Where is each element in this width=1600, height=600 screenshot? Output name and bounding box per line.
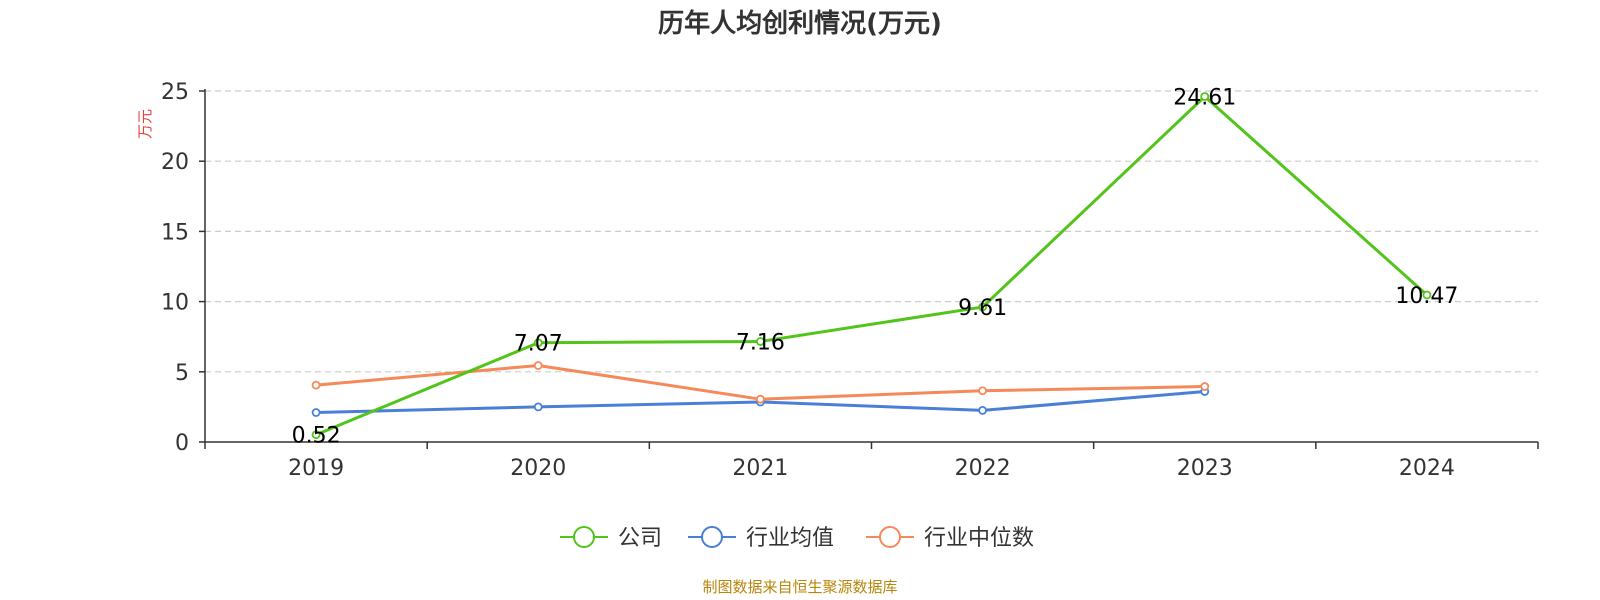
legend: 公司 行业均值 行业中位数 — [560, 526, 1034, 551]
legend-swatch-marker — [879, 526, 901, 548]
y-tick-label: 5 — [175, 361, 189, 386]
data-point — [311, 380, 321, 390]
y-tick-label: 10 — [161, 291, 189, 316]
x-tick-label: 2019 — [288, 456, 344, 481]
grid-lines — [205, 90, 1538, 373]
y-tick-label: 15 — [161, 220, 189, 245]
data-point — [978, 406, 987, 415]
legend-swatch-marker — [573, 526, 595, 548]
x-tick-label: 2024 — [1399, 456, 1455, 481]
series-layer — [311, 92, 1432, 440]
x-tick-label: 2020 — [510, 456, 566, 481]
y-axis-label: 万元 — [136, 109, 154, 139]
y-tick-label: 0 — [175, 431, 189, 456]
data-label: 9.61 — [958, 296, 1007, 321]
x-tick-label: 2021 — [732, 456, 788, 481]
data-point — [533, 338, 543, 348]
y-tick-label: 25 — [161, 80, 189, 105]
chart-title: 历年人均创利情况(万元) — [658, 8, 942, 39]
data-labels: 0.52 7.07 7.16 9.61 24.61 10.47 — [292, 85, 1459, 448]
data-point — [978, 302, 987, 312]
legend-label: 行业中位数 — [924, 526, 1034, 551]
data-point — [978, 386, 987, 396]
series-line — [315, 363, 1205, 401]
legend-label: 行业均值 — [746, 526, 834, 551]
data-label: 10.47 — [1395, 284, 1458, 309]
data-point — [1200, 382, 1210, 391]
data-label: 7.07 — [514, 332, 563, 357]
data-point — [756, 394, 765, 404]
y-tick-label: 20 — [161, 150, 189, 175]
data-point — [311, 408, 321, 417]
data-source-note: 制图数据来自恒生聚源数据库 — [702, 578, 897, 596]
data-point — [533, 402, 543, 412]
legend-label: 公司 — [618, 526, 662, 551]
data-point — [311, 430, 321, 440]
data-point — [756, 337, 765, 346]
data-point — [533, 361, 543, 370]
data-point — [1422, 290, 1432, 300]
data-label: 24.61 — [1173, 85, 1236, 110]
x-tick-label: 2022 — [955, 456, 1011, 481]
axes: 0 5 10 15 20 25 2019 2020 2021 2022 2023 2024 — [161, 80, 1539, 481]
data-point — [1200, 92, 1210, 101]
legend-swatch-marker — [701, 526, 723, 548]
data-label: 0.52 — [292, 424, 341, 449]
series-line — [315, 94, 1428, 437]
x-tick-label: 2023 — [1177, 456, 1233, 481]
data-label: 7.16 — [736, 330, 785, 355]
